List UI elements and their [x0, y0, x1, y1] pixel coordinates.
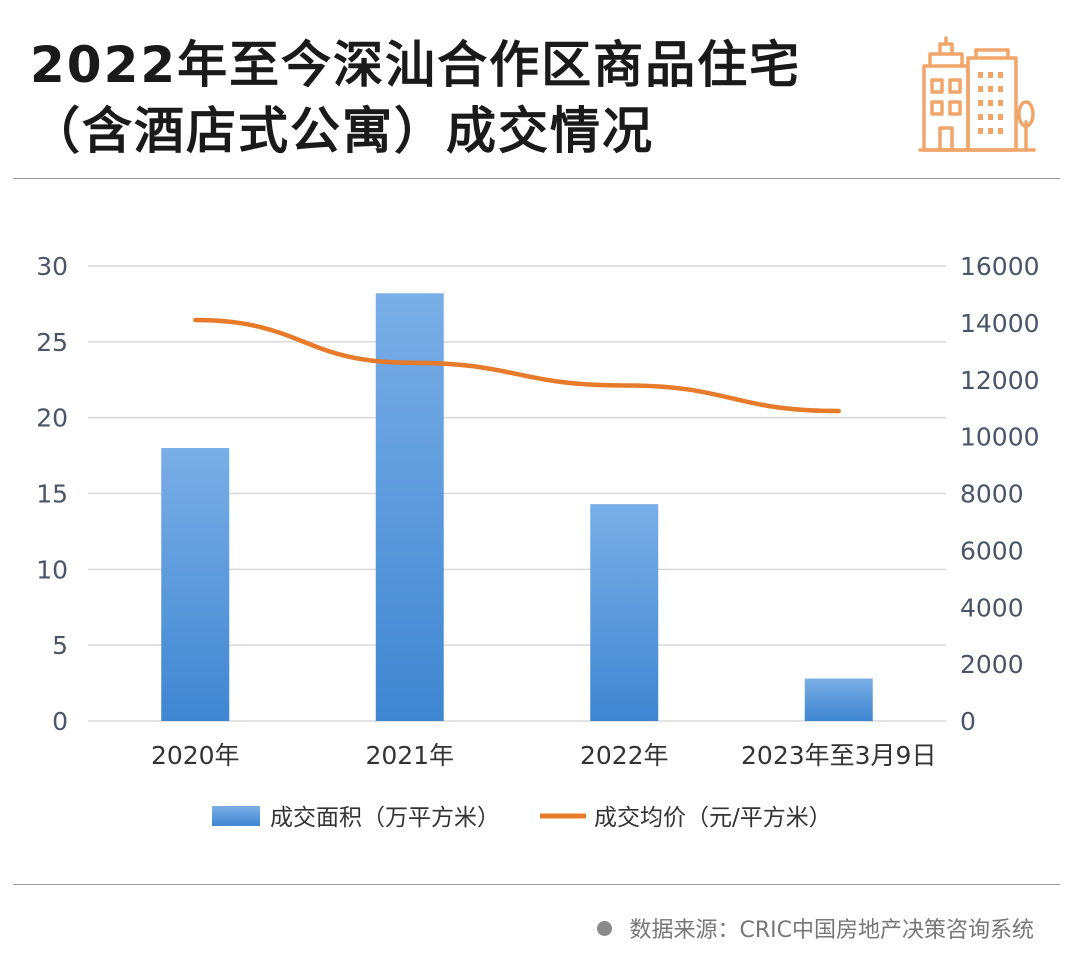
y-left-tick-label: 15: [36, 480, 68, 509]
legend-swatch-bar: [212, 806, 260, 826]
y-left-tick-label: 30: [36, 252, 68, 281]
y-right-tick-label: 0: [960, 707, 976, 736]
bar: [590, 504, 659, 721]
y-left-tick-label: 25: [36, 328, 68, 357]
bar: [804, 678, 873, 721]
y-left-tick-label: 0: [52, 707, 68, 736]
y-right-tick-label: 2000: [960, 650, 1024, 679]
y-left-tick-label: 5: [52, 631, 68, 660]
y-left-tick-label: 10: [36, 555, 68, 584]
y-right-tick-label: 10000: [960, 423, 1040, 452]
y-right-tick-label: 14000: [960, 309, 1040, 338]
legend-label-bar: 成交面积（万平方米）: [270, 805, 500, 831]
y-right-tick-label: 6000: [960, 536, 1024, 565]
title-line-1: 2022年至今深汕合作区商品住宅: [30, 36, 802, 94]
x-tick-label: 2022年: [580, 741, 669, 770]
x-tick-label: 2023年至3月9日: [741, 741, 936, 770]
source-footer: 数据来源：CRIC中国房地产决策咨询系统: [596, 912, 1035, 944]
y-right-tick-label: 12000: [960, 366, 1040, 395]
top-divider: [13, 178, 1060, 179]
source-text: 数据来源：CRIC中国房地产决策咨询系统: [629, 918, 1035, 943]
legend-label-line: 成交均价（元/平方米）: [594, 805, 832, 831]
bottom-divider: [13, 884, 1060, 885]
x-tick-label: 2020年: [151, 741, 240, 770]
bullet-dot-icon: [596, 920, 612, 936]
title-line-2: （含酒店式公寓）成交情况: [30, 102, 654, 160]
buildings-icon: [918, 36, 1036, 152]
x-tick-label: 2021年: [365, 741, 454, 770]
y-right-tick-label: 4000: [960, 593, 1024, 622]
y-right-tick-label: 8000: [960, 480, 1024, 509]
bar: [375, 293, 444, 721]
price-line: [193, 317, 841, 414]
y-right-tick-label: 16000: [960, 252, 1040, 281]
bar: [161, 448, 230, 721]
y-left-tick-label: 20: [36, 404, 68, 433]
page-title: 2022年至今深汕合作区商品住宅 （含酒店式公寓）成交情况: [30, 32, 890, 164]
